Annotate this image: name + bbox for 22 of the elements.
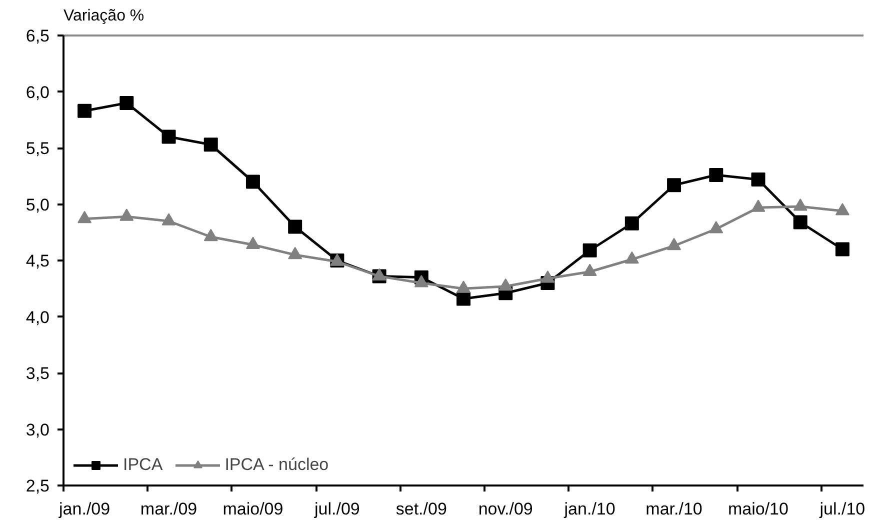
x-tick-label: nov./09 bbox=[478, 500, 533, 518]
x-tick-label: maio/09 bbox=[222, 500, 284, 518]
x-tick-label: mar./10 bbox=[646, 500, 702, 518]
y-tick-label: 4,0 bbox=[26, 308, 50, 327]
x-tick-label: mar./09 bbox=[140, 500, 198, 518]
x-tick-label: jul./09 bbox=[314, 500, 360, 518]
y-tick-label: 5,0 bbox=[26, 195, 50, 214]
y-tick-label: 6,5 bbox=[26, 26, 50, 46]
legend-label: IPCA bbox=[123, 455, 163, 475]
y-tick-label: 3,0 bbox=[26, 420, 50, 440]
y-tick-label: 4,5 bbox=[26, 252, 50, 270]
x-tick-label: maio/10 bbox=[728, 500, 788, 518]
y-tick-label: 2,5 bbox=[26, 476, 50, 496]
x-tick-label: jan./09 bbox=[58, 500, 110, 518]
x-tick-label: jan./10 bbox=[563, 500, 616, 518]
legend-label: IPCA - núcleo bbox=[224, 455, 329, 475]
x-tick-label: set./09 bbox=[396, 500, 447, 518]
y-axis-title: Variação % bbox=[64, 8, 144, 24]
y-tick-label: 5,5 bbox=[26, 139, 50, 158]
y-tick-label: 3,5 bbox=[26, 364, 50, 383]
x-tick-label: jul./10 bbox=[818, 500, 866, 518]
y-tick-label: 6,0 bbox=[26, 82, 50, 102]
